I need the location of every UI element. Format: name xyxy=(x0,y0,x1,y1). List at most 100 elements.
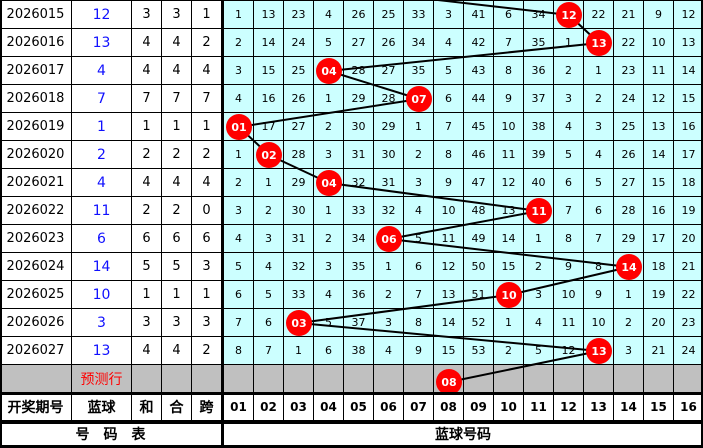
trend-cell: 7 xyxy=(224,309,254,337)
trend-cell: 15 xyxy=(254,57,284,85)
prediction-cell xyxy=(584,365,614,393)
row-sum: 6 xyxy=(132,225,162,253)
prediction-cell xyxy=(254,365,284,393)
trend-cell: 8 xyxy=(404,309,434,337)
blue-ball-marker: 14 xyxy=(616,254,642,280)
trend-cell: 12 xyxy=(674,1,703,29)
trend-cell: 25 xyxy=(284,57,314,85)
prediction-cell xyxy=(224,365,254,393)
trend-cell: 2 xyxy=(404,141,434,169)
row-sum: 3 xyxy=(132,1,162,29)
prediction-cell xyxy=(494,365,524,393)
blue-ball-marker: 03 xyxy=(286,310,312,336)
blue-ball-marker: 07 xyxy=(406,86,432,112)
row-kua: 1 xyxy=(192,281,222,309)
row-he: 3 xyxy=(162,1,192,29)
trend-cell: 6 xyxy=(224,281,254,309)
trend-cell: 1 xyxy=(614,281,644,309)
header-col: 08 xyxy=(434,394,464,421)
trend-cell: 5 xyxy=(434,57,464,85)
trend-cell: 31 xyxy=(374,169,404,197)
header-col: 04 xyxy=(314,394,344,421)
row-he: 1 xyxy=(162,113,192,141)
trend-cell: 4 xyxy=(524,309,554,337)
trend-cell: 10 xyxy=(554,281,584,309)
trend-cell: 1 xyxy=(314,85,344,113)
row-blue: 4 xyxy=(72,169,132,197)
trend-cell: 37 xyxy=(344,309,374,337)
row-blue: 6 xyxy=(72,225,132,253)
trend-cell: 27 xyxy=(344,29,374,57)
trend-cell: 3 xyxy=(524,281,554,309)
trend-cell: 1 xyxy=(254,169,284,197)
trend-cell: 5 xyxy=(224,253,254,281)
trend-cell: 25 xyxy=(614,113,644,141)
trend-cell: 27 xyxy=(614,169,644,197)
row-sum: 4 xyxy=(132,337,162,365)
trend-cell: 4 xyxy=(434,29,464,57)
blue-ball-marker: 04 xyxy=(316,170,342,196)
trend-cell: 11 xyxy=(644,57,674,85)
row-sum: 2 xyxy=(132,141,162,169)
trend-cell: 35 xyxy=(404,57,434,85)
row-blue: 13 xyxy=(72,337,132,365)
trend-cell: 27 xyxy=(374,57,404,85)
header-he: 合 xyxy=(162,394,192,421)
row-he: 4 xyxy=(162,57,192,85)
trend-cell: 11 xyxy=(494,141,524,169)
header-issue: 开奖期号 xyxy=(0,394,72,421)
prediction-cell xyxy=(554,365,584,393)
row-he: 2 xyxy=(162,141,192,169)
trend-cell: 6 xyxy=(404,253,434,281)
row-sum: 1 xyxy=(132,113,162,141)
trend-cell: 13 xyxy=(674,29,703,57)
trend-cell: 29 xyxy=(284,169,314,197)
trend-cell: 24 xyxy=(614,85,644,113)
row-kua: 4 xyxy=(192,57,222,85)
trend-cell: 1 xyxy=(314,197,344,225)
row-blue: 10 xyxy=(72,281,132,309)
trend-cell: 20 xyxy=(674,225,703,253)
prediction-cell xyxy=(644,365,674,393)
trend-cell: 33 xyxy=(284,281,314,309)
trend-cell: 20 xyxy=(644,309,674,337)
trend-cell: 1 xyxy=(224,141,254,169)
row-kua: 2 xyxy=(192,141,222,169)
header-sum: 和 xyxy=(132,394,162,421)
trend-cell: 35 xyxy=(344,253,374,281)
trend-cell: 2 xyxy=(494,337,524,365)
trend-cell: 12 xyxy=(494,169,524,197)
blue-ball-marker: 11 xyxy=(526,198,552,224)
trend-cell: 31 xyxy=(344,141,374,169)
row-issue: 2026020 xyxy=(0,141,72,169)
trend-cell: 45 xyxy=(464,113,494,141)
trend-cell: 1 xyxy=(224,1,254,29)
trend-cell: 16 xyxy=(674,113,703,141)
row-issue: 2026016 xyxy=(0,29,72,57)
trend-cell: 28 xyxy=(614,197,644,225)
trend-cell: 21 xyxy=(674,253,703,281)
prediction-cell xyxy=(404,365,434,393)
trend-cell: 40 xyxy=(524,169,554,197)
trend-cell: 29 xyxy=(374,113,404,141)
trend-cell: 26 xyxy=(614,141,644,169)
header-col: 02 xyxy=(254,394,284,421)
row-sum: 4 xyxy=(132,29,162,57)
trend-cell: 6 xyxy=(584,197,614,225)
trend-cell: 2 xyxy=(314,225,344,253)
blue-ball-marker: 10 xyxy=(496,282,522,308)
blue-ball-marker: 04 xyxy=(316,58,342,84)
trend-cell: 10 xyxy=(494,113,524,141)
header-col: 06 xyxy=(374,394,404,421)
trend-cell: 7 xyxy=(584,225,614,253)
trend-cell: 1 xyxy=(374,253,404,281)
trend-cell: 7 xyxy=(434,113,464,141)
trend-cell: 50 xyxy=(464,253,494,281)
trend-cell: 9 xyxy=(584,281,614,309)
trend-cell: 3 xyxy=(404,169,434,197)
trend-cell: 41 xyxy=(464,1,494,29)
trend-cell: 22 xyxy=(584,1,614,29)
trend-cell: 16 xyxy=(644,197,674,225)
prediction-cell xyxy=(374,365,404,393)
